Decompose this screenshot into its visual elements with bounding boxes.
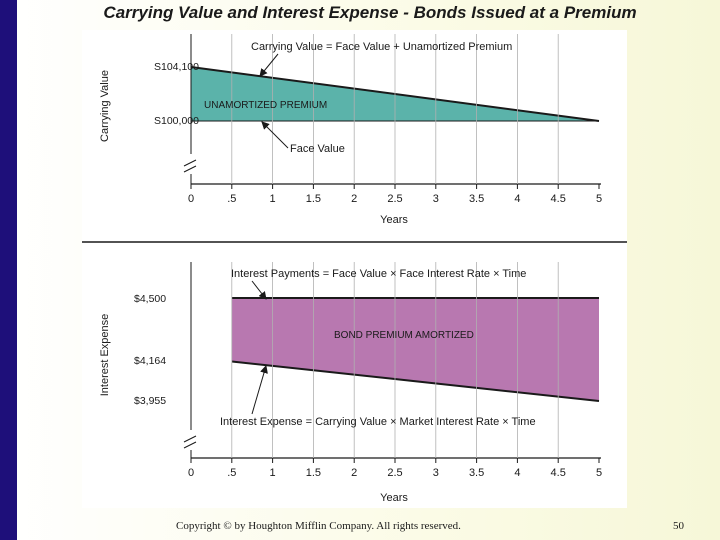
y-axis-label: Carrying Value [99, 70, 111, 142]
annotation: Carrying Value = Face Value + Unamortize… [251, 41, 512, 53]
x-tick-label: .5 [227, 193, 236, 205]
y-tick-label: S100,000 [154, 115, 199, 127]
x-tick-label: 4.5 [551, 467, 566, 479]
x-tick-label: 3 [433, 467, 439, 479]
x-tick-label: 1 [270, 467, 276, 479]
interest-expense-line [231, 360, 600, 402]
x-tick-label: 0 [188, 467, 194, 479]
x-tick-label: 2 [351, 193, 357, 205]
x-tick-label: 4 [514, 467, 520, 479]
x-tick-label: 3 [433, 193, 439, 205]
page-number: 50 [673, 520, 684, 532]
carrying-value-chart: 0 .5 1 1.5 2 2.5 3 3.5 4 4.5 5 S104,100 S100,000 C… [99, 34, 602, 226]
x-tick-label: 3.5 [469, 193, 484, 205]
area-label: UNAMORTIZED PREMIUM [204, 100, 327, 111]
y-tick-label: $4,500 [134, 293, 166, 305]
x-tick-label: 4 [514, 193, 520, 205]
chart-figure: 0.5 1 1.5 2 2.5 3 3.5 4 4.5 5 S104,100 S100,000 C… [82, 34, 627, 504]
y-tick-label: $4,164 [134, 355, 166, 367]
annotation: Interest Payments = Face Value × Face In… [231, 268, 526, 280]
x-tick-label: 2.5 [387, 193, 402, 205]
x-tick-label: 3.5 [469, 467, 484, 479]
x-axis-label: Years [380, 492, 408, 504]
annotation-arrow [251, 365, 268, 415]
x-tick-label: .5 [227, 467, 236, 479]
x-tick-label: 0 [188, 193, 194, 205]
y-axis-label: Interest Expense [99, 314, 111, 397]
x-tick-label: 4.5 [551, 193, 566, 205]
figure-panel: 0.5 1 1.5 2 2.5 3 3.5 4 4.5 5 S104,100 S100,000 C… [82, 30, 627, 508]
y-tick-label: $3,955 [134, 395, 166, 407]
axis-break-mark [183, 435, 197, 449]
annotation-arrow [251, 280, 267, 300]
interest-expense-chart: 0 .5 1 1.5 2 2.5 3 3.5 4 4.5 5 $4,500 $4,164 $3,95… [99, 262, 602, 504]
y-tick-label: S104,100 [154, 61, 199, 73]
axis-break-mark [183, 159, 197, 173]
x-tick-label: 5 [596, 467, 602, 479]
x-tick-label: 2 [351, 467, 357, 479]
x-tick-label: 1.5 [306, 467, 321, 479]
x-tick-label: 2.5 [387, 467, 402, 479]
annotation-arrow [261, 121, 289, 149]
annotation: Interest Expense = Carrying Value × Mark… [220, 416, 536, 428]
annotation: Face Value [290, 143, 345, 155]
bond-premium-amortized-area [231, 298, 600, 401]
copyright-footer: Copyright © by Houghton Mifflin Company.… [176, 520, 461, 532]
x-tick-label: 5 [596, 193, 602, 205]
sidebar-accent-bar [0, 0, 17, 540]
x-tick-label: 1 [270, 193, 276, 205]
x-axis-label: Years [380, 214, 408, 226]
area-label: BOND PREMIUM AMORTIZED [334, 330, 474, 341]
slide-title: Carrying Value and Interest Expense - Bo… [103, 3, 637, 22]
x-tick-label: 1.5 [306, 193, 321, 205]
annotation-arrow [259, 53, 279, 77]
